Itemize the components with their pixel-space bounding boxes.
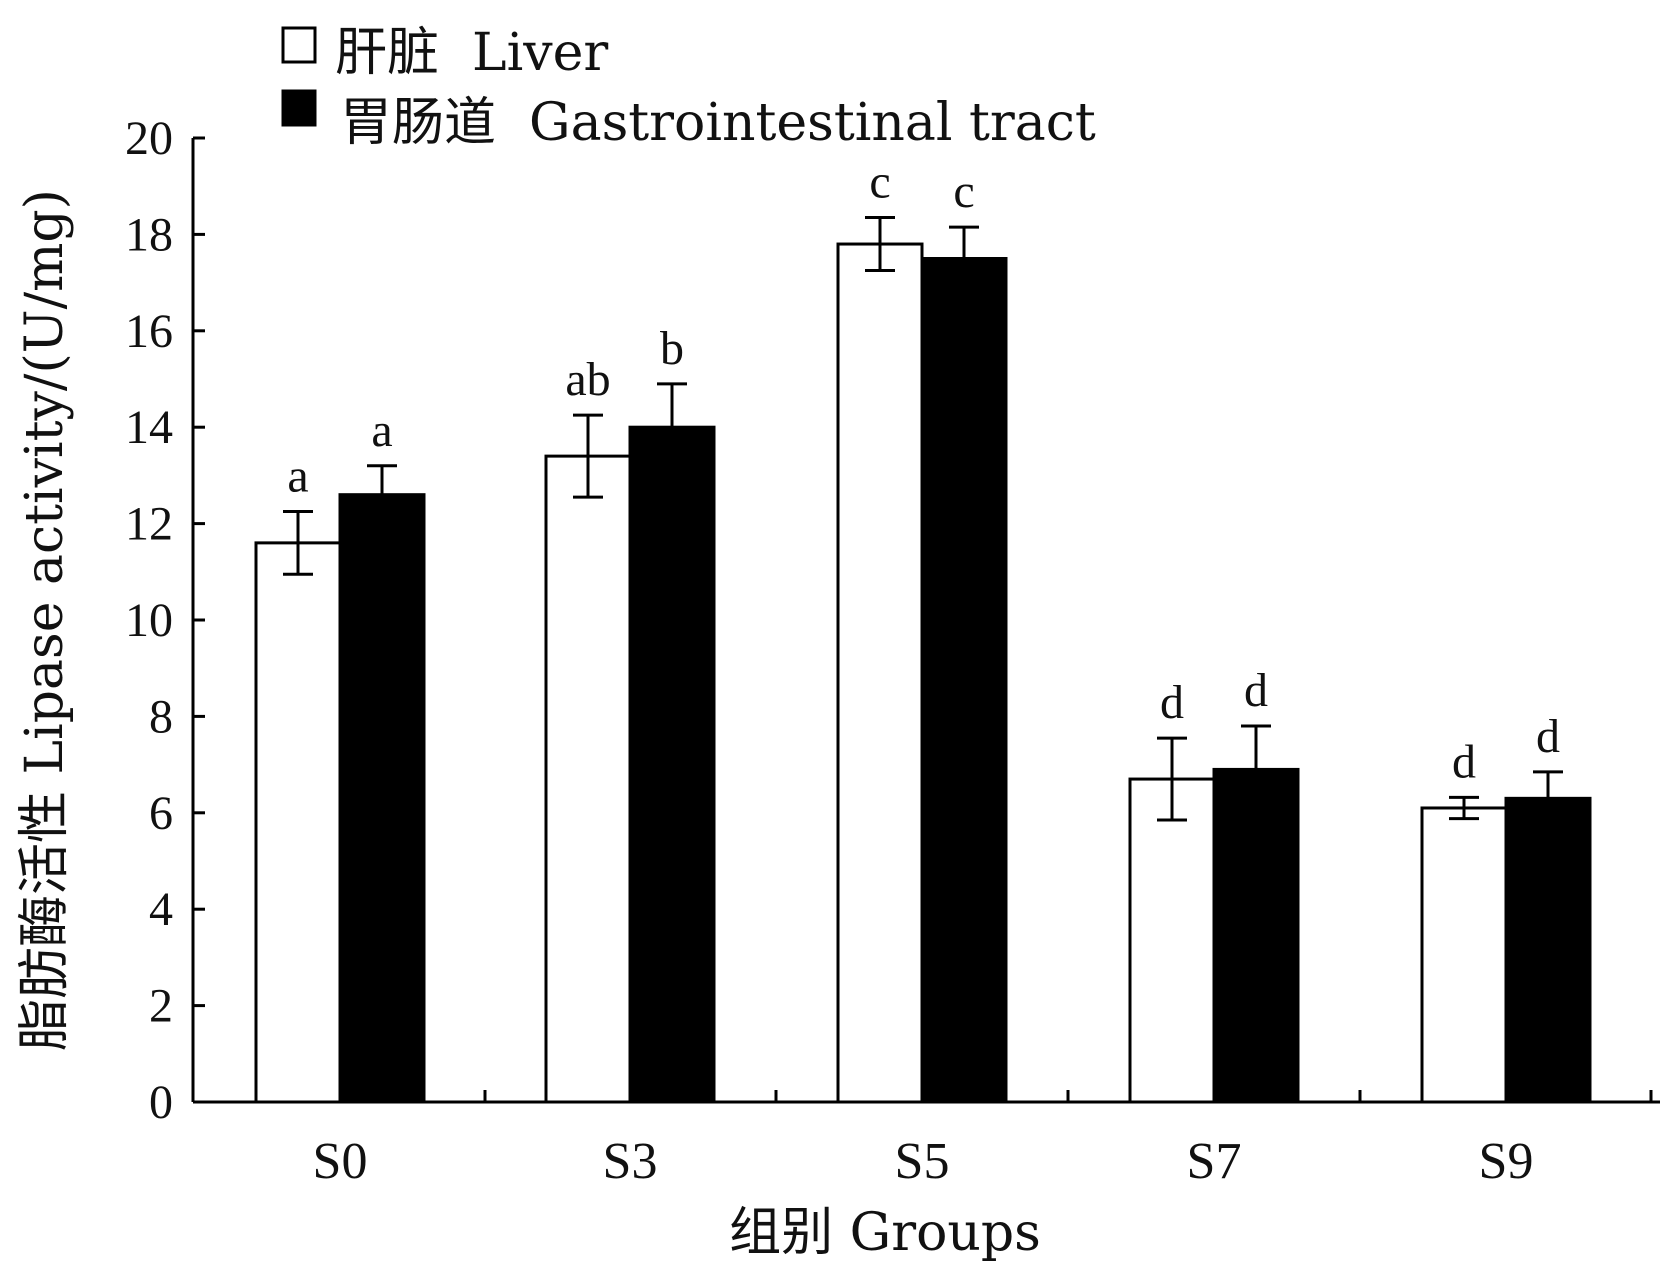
bar-gi	[338, 493, 426, 1104]
bar-liver	[254, 541, 342, 1104]
legend: 肝脏 Liver 胃肠道 Gastrointestinal tract	[281, 23, 1096, 153]
y-tick-label: 8	[149, 690, 173, 743]
significance-label: d	[1536, 710, 1560, 763]
y-tick-label: 18	[125, 208, 173, 261]
significance-label: a	[371, 404, 392, 457]
bar-gi	[1212, 767, 1300, 1104]
y-tick-label: 20	[125, 112, 173, 165]
legend-label-liver: 肝脏 Liver	[335, 23, 608, 83]
legend-label-gi: 胃肠道 Gastrointestinal tract	[340, 93, 1096, 153]
y-tick-label: 10	[125, 594, 173, 647]
significance-label: a	[287, 450, 308, 503]
bar-liver	[1420, 806, 1508, 1104]
y-tick-label: 12	[125, 498, 173, 551]
significance-label: d	[1244, 664, 1268, 717]
significance-label: ab	[565, 353, 610, 406]
x-axis-title: 组别 Groups	[729, 1203, 1041, 1263]
y-tick-label: 2	[149, 980, 173, 1033]
x-tick-label: S7	[1187, 1133, 1242, 1190]
bar-liver	[836, 242, 924, 1104]
x-tick-label: S3	[603, 1133, 658, 1190]
bar-gi	[628, 425, 716, 1104]
legend-swatch-liver	[281, 26, 317, 64]
x-tick-label: S5	[895, 1133, 950, 1190]
significance-label: d	[1452, 735, 1476, 788]
y-tick-label: 6	[149, 787, 173, 840]
significance-label: c	[953, 165, 974, 218]
y-tick-label: 4	[149, 883, 173, 936]
bar-gi	[1504, 796, 1592, 1104]
significance-label: d	[1160, 676, 1184, 729]
y-tick-label: 0	[149, 1076, 173, 1129]
significance-label: c	[869, 156, 890, 209]
legend-swatch-gi	[281, 89, 317, 127]
x-tick-label: S0	[313, 1133, 368, 1190]
bar-gi	[920, 257, 1008, 1104]
significance-label: b	[660, 322, 684, 375]
y-tick-label: 16	[125, 305, 173, 358]
y-tick-label: 14	[125, 401, 173, 454]
x-tick-label: S9	[1479, 1133, 1534, 1190]
bar-liver	[1128, 777, 1216, 1104]
bar-liver	[544, 454, 632, 1104]
y-axis-title: 脂肪酶活性 Lipase activity/(U/mg)	[15, 189, 75, 1051]
